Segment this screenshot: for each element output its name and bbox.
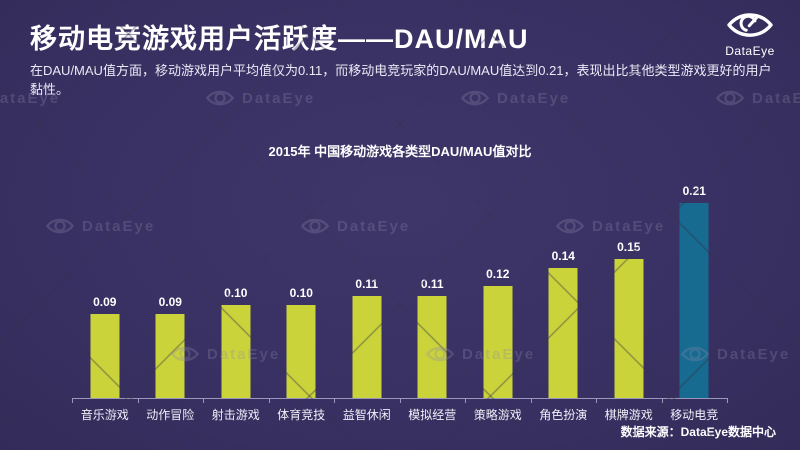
bar [679, 202, 709, 398]
bar-group: 0.12 策略游戏 [465, 190, 531, 422]
bar-group: 0.11 益智休闲 [334, 190, 400, 422]
bar-group: 0.10 射击游戏 [203, 190, 269, 422]
x-axis-category-label: 策略游戏 [473, 408, 522, 422]
page-subtitle: 在DAU/MAU值方面，移动游戏用户平均值仅为0.11，而移动电竞玩家的DAU/… [30, 63, 772, 97]
bar-value-label: 0.11 [355, 276, 379, 291]
axis-tick [203, 399, 204, 403]
bar [155, 314, 185, 398]
bar-group: 0.11 模拟经营 [400, 190, 466, 422]
bar [417, 295, 447, 398]
bar-group: 0.09 动作冒险 [138, 190, 204, 422]
x-axis-category-label: 体育竞技 [277, 408, 326, 422]
bar [548, 267, 578, 398]
axis-tick [727, 399, 728, 403]
bar-group: 0.14 角色扮演 [531, 190, 597, 422]
brand-logo: DataEye [712, 8, 788, 60]
x-axis-category-label: 射击游戏 [211, 408, 260, 422]
bar-group: 0.15 棋牌游戏 [596, 190, 662, 423]
bar-value-label: 0.15 [617, 239, 641, 254]
x-axis-category-label: 移动电竞 [670, 408, 719, 422]
bar-group: 0.21 移动电竞 [662, 184, 728, 422]
axis-tick [465, 399, 466, 403]
bar [90, 314, 120, 398]
axis-tick [268, 399, 270, 403]
bar-value-label: 0.10 [289, 286, 313, 300]
axis-tick [137, 399, 139, 403]
x-axis-category-label: 益智休闲 [342, 408, 391, 422]
page-title: 移动电竞游戏用户活跃度——DAU/MAU [30, 24, 529, 54]
axis-tick [596, 399, 597, 403]
x-axis [72, 398, 728, 403]
axis-tick [334, 399, 335, 403]
bar-value-label: 0.12 [486, 267, 510, 282]
bar-value-label: 0.11 [420, 276, 444, 291]
bar-value-label: 0.14 [551, 248, 575, 263]
axis-tick [530, 399, 532, 403]
plot-area: 0.09 音乐游戏 0.09 动作冒险 0.10 射击游戏 0.10 体育竞技 0.11 益智休闲… [72, 184, 728, 423]
bar [614, 258, 644, 398]
axis-tick [661, 399, 663, 403]
bar-value-label: 0.10 [224, 286, 248, 300]
bar-value-label: 0.09 [158, 295, 182, 310]
bar [352, 295, 382, 398]
x-axis-category-label: 音乐游戏 [80, 408, 129, 422]
bar-group: 0.09 音乐游戏 [72, 190, 138, 422]
bar-value-label: 0.09 [93, 295, 117, 310]
bar [221, 305, 251, 398]
chart-title: 2015年 中国移动游戏各类型DAU/MAU值对比 [268, 144, 532, 159]
dataeye-eye-icon [712, 8, 788, 42]
bar-value-label: 0.21 [682, 183, 706, 198]
x-axis-category-label: 模拟经营 [408, 408, 457, 422]
brand-label: DataEye [725, 44, 775, 58]
axis-tick [399, 399, 401, 403]
data-source: 数据来源：DataEye数据中心 [620, 425, 776, 439]
axis-tick [72, 399, 73, 403]
bar-group: 0.10 体育竞技 [269, 190, 335, 422]
bar [286, 305, 316, 398]
bar [483, 286, 513, 398]
x-axis-category-label: 角色扮演 [539, 408, 588, 422]
x-axis-category-label: 棋牌游戏 [604, 408, 653, 422]
x-axis-category-label: 动作冒险 [146, 408, 195, 422]
